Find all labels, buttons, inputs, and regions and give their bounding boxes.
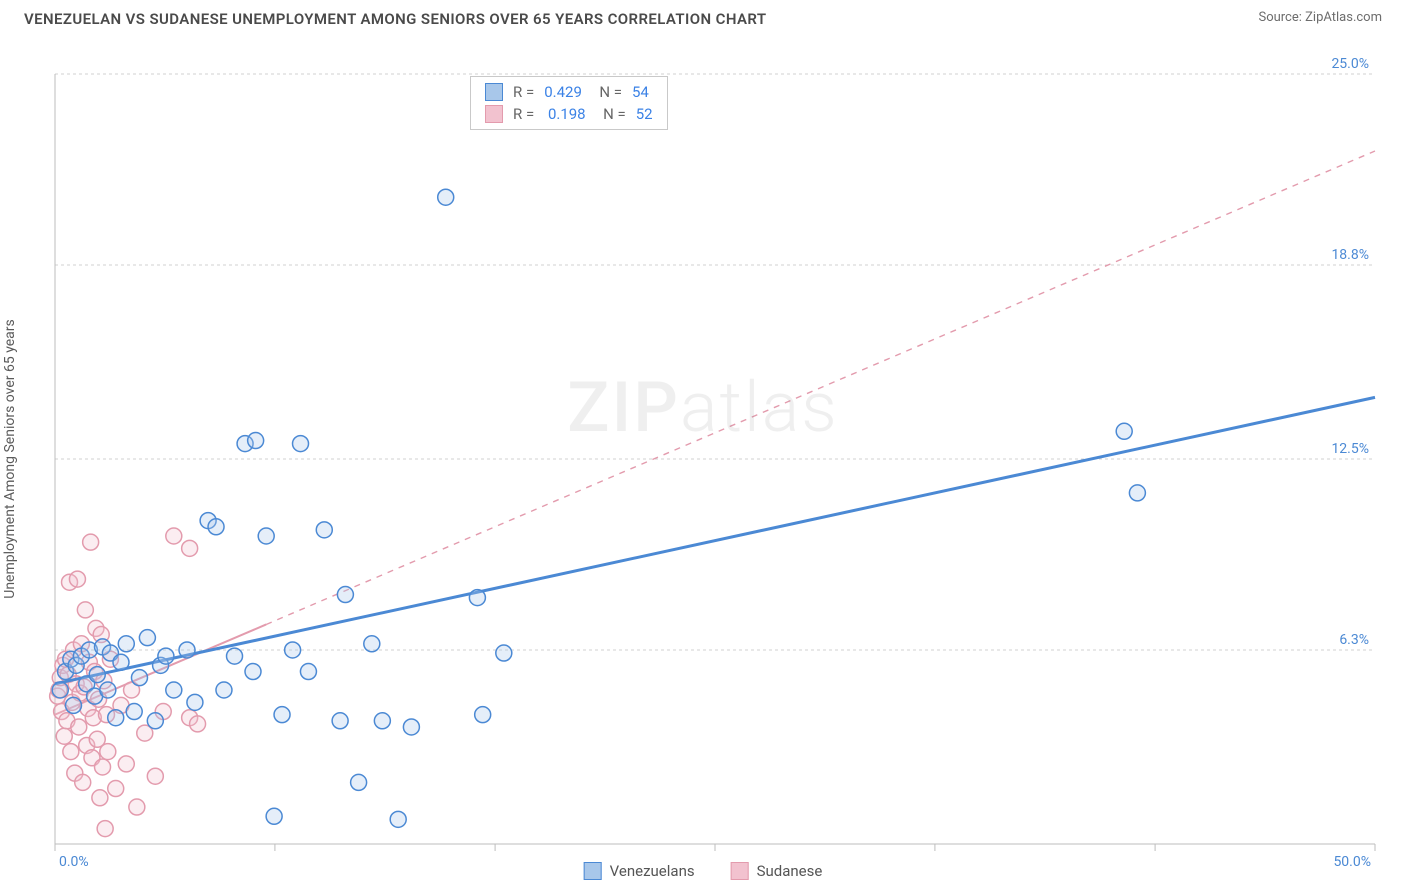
svg-text:25.0%: 25.0% — [1331, 56, 1369, 72]
legend-n-label: N = — [592, 83, 622, 101]
y-axis-label: Unemployment Among Seniors over 65 years — [2, 319, 18, 599]
svg-text:0.0%: 0.0% — [59, 854, 89, 870]
svg-text:12.5%: 12.5% — [1331, 441, 1369, 457]
legend-swatch-icon — [731, 862, 749, 880]
svg-text:50.0%: 50.0% — [1333, 854, 1371, 870]
correlation-legend: R = 0.429 N = 54 R = 0.198 N = 52 — [470, 76, 668, 130]
legend-r-value: 0.198 — [544, 105, 585, 123]
svg-text:6.3%: 6.3% — [1339, 632, 1369, 648]
series-legend: Venezuelans Sudanese — [584, 862, 823, 880]
legend-item-venezuelans: Venezuelans — [584, 862, 695, 880]
legend-r-value: 0.429 — [544, 83, 582, 101]
svg-text:18.8%: 18.8% — [1331, 247, 1369, 263]
legend-r-label: R = — [513, 105, 534, 123]
legend-swatch-icon — [584, 862, 602, 880]
legend-n-label: N = — [596, 105, 626, 123]
legend-n-value: 54 — [632, 83, 649, 101]
legend-label: Sudanese — [757, 862, 823, 880]
legend-r-label: R = — [513, 83, 534, 101]
legend-row-venezuelans: R = 0.429 N = 54 — [471, 81, 667, 103]
scatter-plot: 6.3% 12.5% 18.8% 25.0% 0.0% 50.0% — [0, 34, 1406, 884]
legend-swatch-icon — [485, 83, 503, 101]
legend-row-sudanese: R = 0.198 N = 52 — [471, 103, 667, 125]
chart-title: VENEZUELAN VS SUDANESE UNEMPLOYMENT AMON… — [24, 10, 767, 28]
legend-label: Venezuelans — [610, 862, 695, 880]
source-label: Source: ZipAtlas.com — [1258, 10, 1382, 25]
legend-n-value: 52 — [636, 105, 653, 123]
chart-area: Unemployment Among Seniors over 65 years… — [0, 34, 1406, 884]
legend-swatch-icon — [485, 105, 503, 123]
legend-item-sudanese: Sudanese — [731, 862, 823, 880]
